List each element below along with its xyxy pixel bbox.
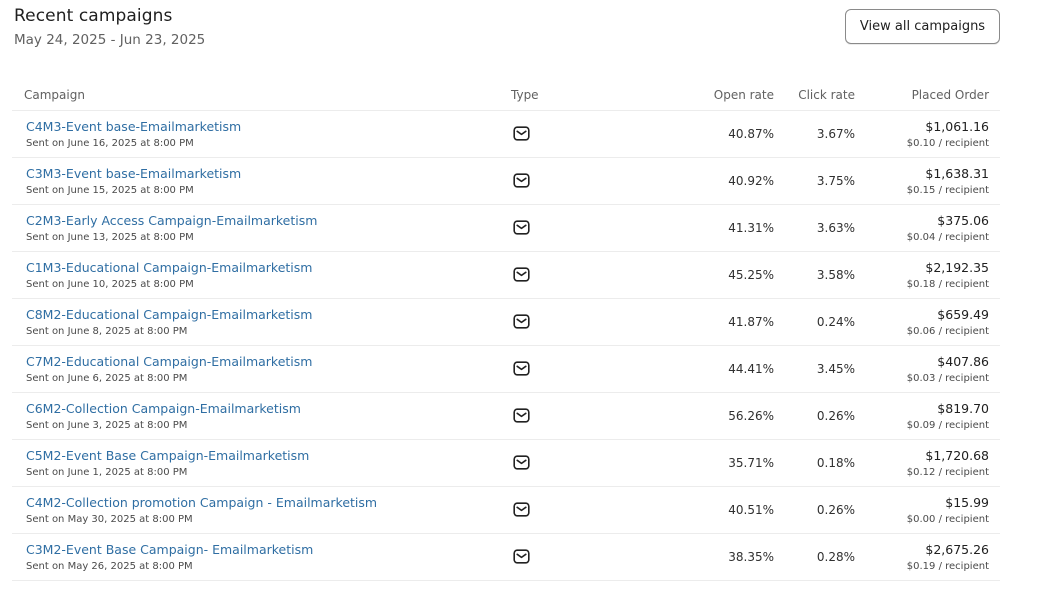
date-range: May 24, 2025 - Jun 23, 2025 (14, 32, 206, 48)
placed-order-amount: $1,720.68 (925, 448, 989, 463)
click-rate-value: 3.63% (816, 221, 855, 235)
campaign-name-link[interactable]: C4M3-Event base-Emailmarketism (26, 119, 242, 134)
table-row[interactable]: C3M3-Event base-Emailmarketism Sent on Ju… (12, 158, 1000, 205)
open-rate-value: 40.92% (728, 174, 774, 188)
table-body: C4M3-Event base-Emailmarketism Sent on Ju… (12, 111, 1000, 581)
table-row[interactable]: C7M2-Educational Campaign-Emailmarketism… (12, 346, 1000, 393)
click-rate-value: 0.24% (816, 315, 855, 329)
placed-order-amount: $407.86 (937, 354, 989, 369)
campaign-name-link[interactable]: C3M2-Event Base Campaign- Emailmarketism (26, 542, 314, 557)
campaign-name-link[interactable]: C1M3-Educational Campaign-Emailmarketism (26, 260, 313, 275)
open-rate-value: 38.35% (728, 550, 774, 564)
click-rate-value: 0.18% (816, 456, 855, 470)
placed-order-per-recipient: $0.00 / recipient (906, 514, 989, 525)
open-rate-value: 45.25% (728, 268, 774, 282)
campaign-sent-date: Sent on June 6, 2025 at 8:00 PM (26, 373, 188, 384)
placed-order-per-recipient: $0.10 / recipient (906, 138, 989, 149)
open-rate-value: 40.87% (728, 127, 774, 141)
open-rate-value: 41.87% (728, 315, 774, 329)
placed-order-amount: $1,061.16 (925, 119, 989, 134)
campaign-name-link[interactable]: C8M2-Educational Campaign-Emailmarketism (26, 307, 313, 322)
email-icon (513, 502, 530, 517)
placed-order-amount: $375.06 (937, 213, 989, 228)
click-rate-value: 3.67% (816, 127, 855, 141)
campaign-name-link[interactable]: C7M2-Educational Campaign-Emailmarketism (26, 354, 313, 369)
email-icon (513, 314, 530, 329)
column-header-click-rate[interactable]: Click rate (798, 88, 855, 102)
campaign-sent-date: Sent on May 30, 2025 at 8:00 PM (26, 514, 193, 525)
email-icon (513, 455, 530, 470)
email-icon (513, 408, 530, 423)
placed-order-per-recipient: $0.12 / recipient (906, 467, 989, 478)
open-rate-value: 56.26% (728, 409, 774, 423)
click-rate-value: 0.26% (816, 409, 855, 423)
campaign-sent-date: Sent on June 15, 2025 at 8:00 PM (26, 185, 194, 196)
table-row[interactable]: C4M2-Collection promotion Campaign - Ema… (12, 487, 1000, 534)
placed-order-per-recipient: $0.09 / recipient (906, 420, 989, 431)
open-rate-value: 41.31% (728, 221, 774, 235)
placed-order-amount: $2,192.35 (925, 260, 989, 275)
column-header-type[interactable]: Type (511, 88, 539, 102)
table-row[interactable]: C2M3-Early Access Campaign-Emailmarketis… (12, 205, 1000, 252)
table-row[interactable]: C5M2-Event Base Campaign-Emailmarketism S… (12, 440, 1000, 487)
table-row[interactable]: C3M2-Event Base Campaign- Emailmarketism… (12, 534, 1000, 581)
email-icon (513, 220, 530, 235)
open-rate-value: 35.71% (728, 456, 774, 470)
placed-order-per-recipient: $0.03 / recipient (906, 373, 989, 384)
column-header-campaign[interactable]: Campaign (24, 88, 85, 102)
click-rate-value: 0.28% (816, 550, 855, 564)
placed-order-amount: $819.70 (937, 401, 989, 416)
campaign-sent-date: Sent on May 26, 2025 at 8:00 PM (26, 561, 193, 572)
campaign-sent-date: Sent on June 13, 2025 at 8:00 PM (26, 232, 194, 243)
open-rate-value: 40.51% (728, 503, 774, 517)
page-title: Recent campaigns (14, 6, 173, 26)
table-row[interactable]: C6M2-Collection Campaign-Emailmarketism S… (12, 393, 1000, 440)
campaign-name-link[interactable]: C3M3-Event base-Emailmarketism (26, 166, 242, 181)
email-icon (513, 267, 530, 282)
placed-order-amount: $659.49 (937, 307, 989, 322)
campaign-sent-date: Sent on June 3, 2025 at 8:00 PM (26, 420, 188, 431)
open-rate-value: 44.41% (728, 362, 774, 376)
placed-order-per-recipient: $0.18 / recipient (906, 279, 989, 290)
column-header-placed-order[interactable]: Placed Order (911, 88, 989, 102)
campaign-sent-date: Sent on June 1, 2025 at 8:00 PM (26, 467, 188, 478)
click-rate-value: 3.75% (816, 174, 855, 188)
placed-order-amount: $1,638.31 (925, 166, 989, 181)
click-rate-value: 3.58% (816, 268, 855, 282)
table-header: Campaign Type Open rate Click rate Place… (12, 80, 1000, 111)
email-icon (513, 361, 530, 376)
placed-order-per-recipient: $0.19 / recipient (906, 561, 989, 572)
campaign-name-link[interactable]: C2M3-Early Access Campaign-Emailmarketis… (26, 213, 318, 228)
campaign-name-link[interactable]: C5M2-Event Base Campaign-Emailmarketism (26, 448, 310, 463)
campaign-sent-date: Sent on June 8, 2025 at 8:00 PM (26, 326, 188, 337)
placed-order-per-recipient: $0.06 / recipient (906, 326, 989, 337)
table-row[interactable]: C4M3-Event base-Emailmarketism Sent on Ju… (12, 111, 1000, 158)
campaigns-table: Campaign Type Open rate Click rate Place… (12, 80, 1000, 581)
placed-order-amount: $15.99 (945, 495, 989, 510)
campaign-name-link[interactable]: C4M2-Collection promotion Campaign - Ema… (26, 495, 378, 510)
email-icon (513, 173, 530, 188)
view-all-campaigns-button[interactable]: View all campaigns (845, 9, 1000, 44)
campaign-sent-date: Sent on June 10, 2025 at 8:00 PM (26, 279, 194, 290)
click-rate-value: 0.26% (816, 503, 855, 517)
column-header-open-rate[interactable]: Open rate (713, 88, 774, 102)
email-icon (513, 549, 530, 564)
campaign-sent-date: Sent on June 16, 2025 at 8:00 PM (26, 138, 194, 149)
table-row[interactable]: C8M2-Educational Campaign-Emailmarketism… (12, 299, 1000, 346)
campaign-name-link[interactable]: C6M2-Collection Campaign-Emailmarketism (26, 401, 301, 416)
click-rate-value: 3.45% (816, 362, 855, 376)
placed-order-per-recipient: $0.04 / recipient (906, 232, 989, 243)
placed-order-amount: $2,675.26 (925, 542, 989, 557)
placed-order-per-recipient: $0.15 / recipient (906, 185, 989, 196)
table-row[interactable]: C1M3-Educational Campaign-Emailmarketism… (12, 252, 1000, 299)
email-icon (513, 126, 530, 141)
